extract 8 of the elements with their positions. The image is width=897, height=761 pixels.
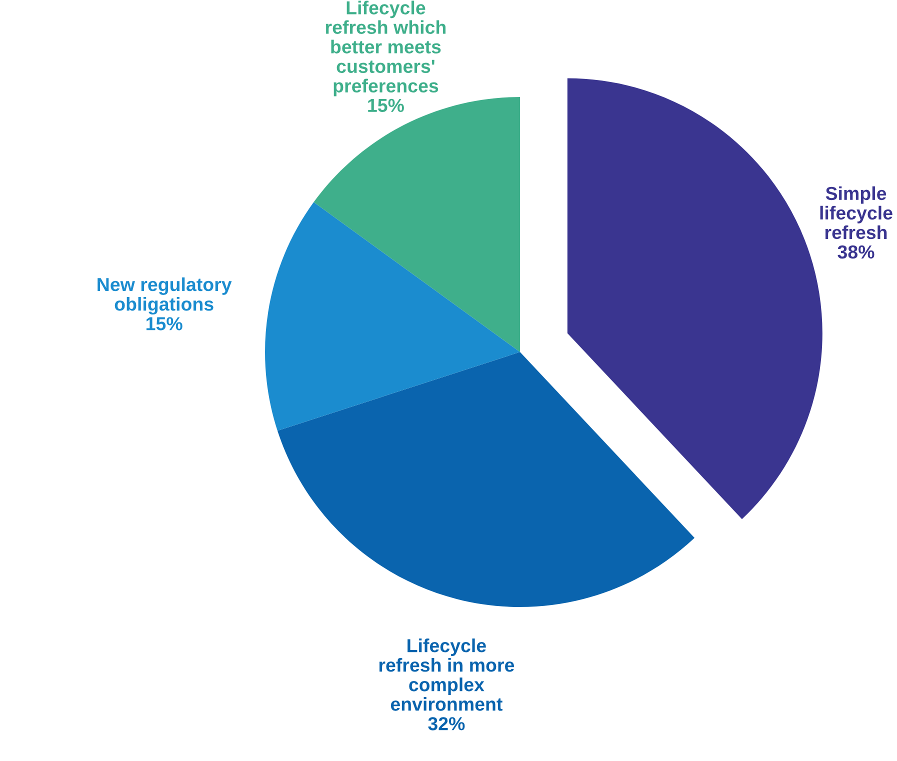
data-label: 15% [146,317,182,330]
slice-label: Lifecycle refresh in more complex environment [379,638,514,711]
data-label: 38% [838,245,874,259]
slice-label: Lifecycle refresh which better meets customers' preferences [326,0,446,96]
slice-label: Simple lifecycle refresh [820,186,892,240]
data-label: 32% [428,717,465,730]
slice-label: New regulatory obligations [98,277,232,315]
data-label: 15% [368,98,404,112]
